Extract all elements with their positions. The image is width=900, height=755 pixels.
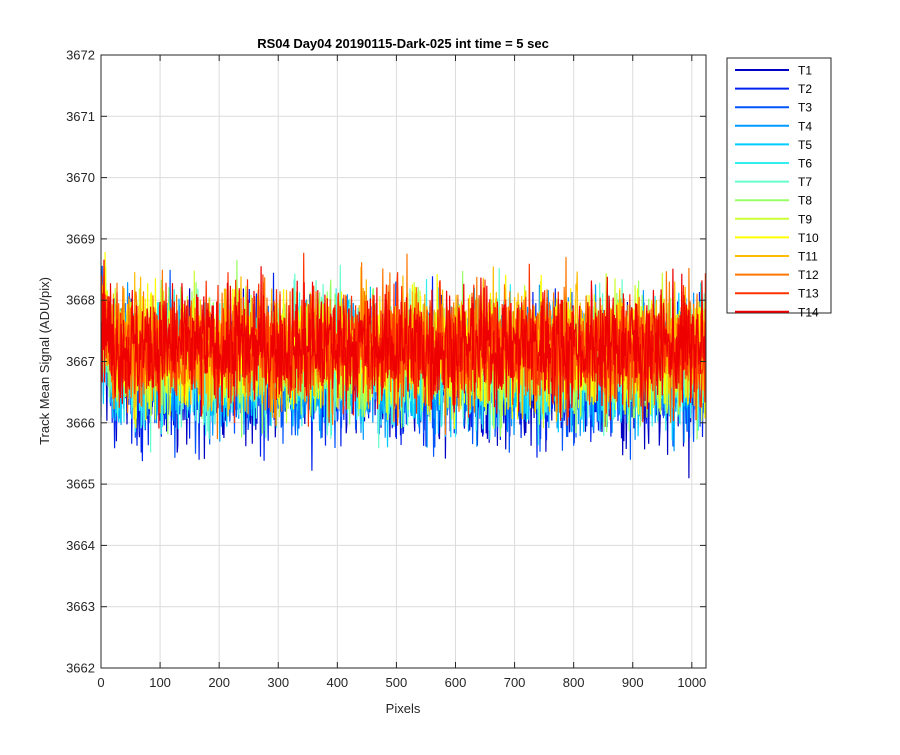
y-tick-label: 3665 bbox=[66, 477, 95, 492]
legend: T1 T2 T3 T4 T5 T6 T7 T8 T9 T10 T11 T12 T13 T14 bbox=[726, 57, 832, 319]
legend-label-T11: T11 bbox=[798, 250, 818, 264]
x-tick-label: 700 bbox=[504, 675, 526, 690]
legend-label-T2: T2 bbox=[798, 82, 812, 96]
x-tick-label: 1000 bbox=[677, 675, 706, 690]
x-tick-label: 900 bbox=[622, 675, 644, 690]
legend-label-T13: T13 bbox=[798, 287, 819, 301]
legend-label-T4: T4 bbox=[798, 119, 812, 133]
y-tick-label: 3667 bbox=[66, 354, 95, 369]
x-tick-label: 100 bbox=[149, 675, 171, 690]
legend-label-T8: T8 bbox=[798, 194, 812, 208]
x-tick-label: 200 bbox=[208, 675, 230, 690]
y-tick-label: 3668 bbox=[66, 293, 95, 308]
x-tick-label: 800 bbox=[563, 675, 585, 690]
x-tick-label: 400 bbox=[326, 675, 348, 690]
legend-label-T9: T9 bbox=[798, 212, 812, 226]
y-axis-label: Track Mean Signal (ADU/pix) bbox=[37, 277, 52, 445]
legend-label-T5: T5 bbox=[798, 138, 812, 152]
legend-label-T12: T12 bbox=[798, 268, 819, 282]
y-tick-label: 3670 bbox=[66, 170, 95, 185]
chart-title: RS04 Day04 20190115-Dark-025 int time = … bbox=[257, 36, 549, 51]
y-tick-label: 3669 bbox=[66, 231, 95, 246]
y-tick-label: 3664 bbox=[66, 538, 95, 553]
x-tick-label: 300 bbox=[267, 675, 289, 690]
axis-ticks: 0 100 200 300 400 500 600 700 800 900 1000 3662 3663… bbox=[66, 48, 706, 691]
x-tick-label: 500 bbox=[386, 675, 408, 690]
legend-label-T1: T1 bbox=[798, 64, 812, 78]
legend-label-T7: T7 bbox=[798, 175, 812, 189]
y-tick-label: 3672 bbox=[66, 48, 95, 63]
y-tick-label: 3666 bbox=[66, 415, 95, 430]
legend-label-T10: T10 bbox=[798, 231, 819, 245]
legend-label-T3: T3 bbox=[798, 101, 812, 115]
legend-label-T14: T14 bbox=[798, 305, 819, 319]
x-tick-label: 0 bbox=[97, 675, 104, 690]
x-axis-label: Pixels bbox=[386, 701, 421, 716]
y-tick-label: 3671 bbox=[66, 109, 95, 124]
series-lines bbox=[101, 251, 706, 479]
x-tick-label: 600 bbox=[445, 675, 467, 690]
legend-box bbox=[726, 57, 832, 314]
y-tick-label: 3662 bbox=[66, 661, 95, 676]
legend-label-T6: T6 bbox=[798, 157, 812, 171]
y-tick-label: 3663 bbox=[66, 599, 95, 614]
series-line-T14 bbox=[101, 259, 706, 429]
